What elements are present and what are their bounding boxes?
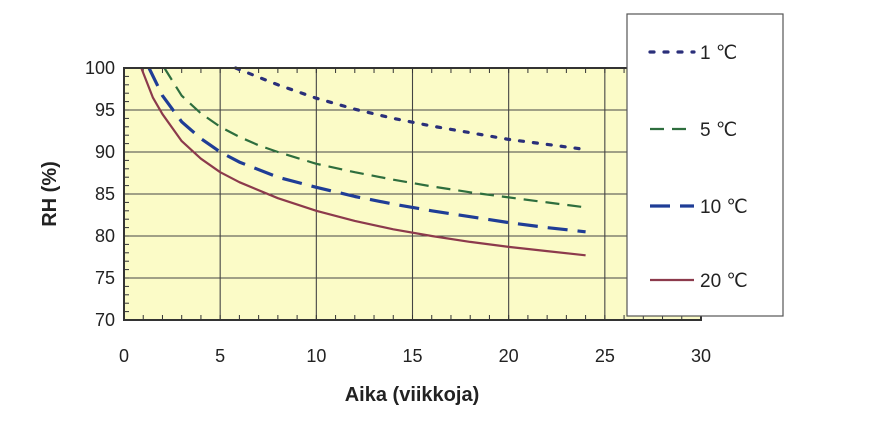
x-tick-label: 5: [215, 346, 225, 366]
x-axis-title: Aika (viikkoja): [345, 384, 480, 406]
y-tick-label: 75: [95, 268, 115, 288]
y-tick-labels: 70 75 80 85 90 95 100: [85, 58, 115, 330]
series-group: [140, 66, 588, 257]
y-tick-label: 90: [95, 142, 115, 162]
y-tick-label: 85: [95, 184, 115, 204]
legend-label-3: 10 ℃: [700, 197, 748, 218]
x-tick-label: 25: [595, 346, 615, 366]
x-tick-labels: 0 5 10 15 20 25 30: [119, 346, 711, 366]
x-tick-label: 10: [306, 346, 326, 366]
legend-label-4: 20 ℃: [700, 271, 748, 292]
x-tick-label: 30: [691, 346, 711, 366]
x-tick-label: 0: [119, 346, 129, 366]
y-tick-label: 70: [95, 310, 115, 330]
series-line-1: [234, 66, 588, 152]
x-tick-label: 20: [499, 346, 519, 366]
y-tick-label: 80: [95, 226, 115, 246]
series-line-3: [147, 67, 586, 234]
series-line-4: [140, 67, 586, 257]
legend-box: [626, 13, 784, 317]
grid-lines: [124, 68, 701, 320]
y-tick-label: 95: [95, 100, 115, 120]
legend: 1 ℃ 5 ℃ 10 ℃ 20 ℃: [648, 43, 748, 292]
x-tick-label: 15: [402, 346, 422, 366]
legend-label-2: 5 ℃: [700, 120, 737, 141]
y-tick-label: 100: [85, 58, 115, 78]
legend-label-1: 1 ℃: [700, 43, 737, 64]
series-line-2: [163, 67, 586, 209]
y-axis-title: RH (%): [39, 161, 61, 227]
